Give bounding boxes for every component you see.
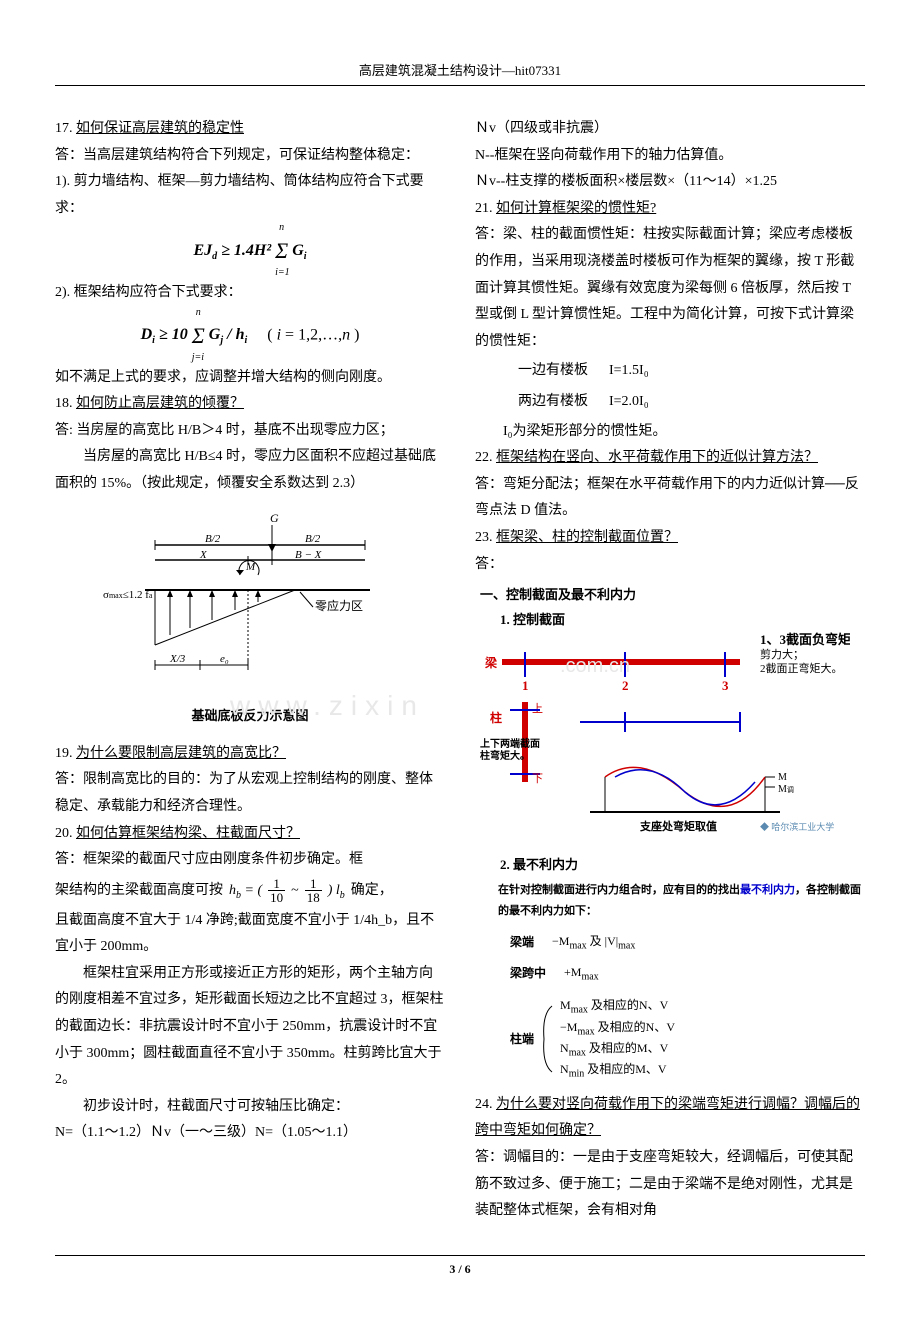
figure-control-sections: 一、控制截面及最不利内力 1. 控制截面 1、3截面负弯矩及 剪力大； 2截面正…	[480, 583, 865, 843]
a17-4: 如不满足上式的要求，应调整并增大结构的侧向刚度。	[55, 365, 445, 392]
a20-9: Ｎv--柱支撑的楼板面积×楼层数×（11～14）×1.25	[475, 169, 865, 196]
footer-rule	[55, 1255, 865, 1256]
svg-text:B/2: B/2	[305, 533, 321, 545]
fig2-heading-2: 1. 控制截面	[500, 608, 865, 633]
a17-2: 1). 剪力墙结构、框架—剪力墙结构、筒体结构应符合下式要求：	[55, 169, 445, 222]
svg-text:e₀: e₀	[220, 653, 229, 665]
fig3-text-b: 最不利内力	[740, 884, 795, 896]
svg-text:柱弯矩大。: 柱弯矩大。	[480, 749, 530, 762]
a20-8: N--框架在竖向荷载作用下的轴力估算值。	[475, 143, 865, 170]
svg-text:支座处弯矩取值: 支座处弯矩取值	[639, 819, 717, 832]
figure-unfavorable-force: 2. 最不利内力 在针对控制截面进行内力组合时，应有目的的找出最不利内力，各控制…	[480, 853, 865, 1082]
svg-text:X/3: X/3	[169, 653, 186, 665]
content-columns: 17. 17. 如何保证高层建筑的稳定性如何保证高层建筑的稳定性 答：当高层建筑…	[55, 116, 865, 1225]
q20: 20. 如何估算框架结构梁、柱截面尺寸？	[55, 821, 445, 848]
svg-text:2: 2	[622, 678, 629, 693]
svg-text:σmax≤1.2 fa: σmax≤1.2 fa	[103, 589, 153, 601]
a22: 答：弯矩分配法；框架在水平荷载作用下的内力近似计算──反弯点法 D 值法。	[475, 472, 865, 525]
a23: 答：	[475, 552, 865, 579]
svg-text:2截面正弯矩大。: 2截面正弯矩大。	[760, 661, 843, 675]
formula-17a: EJd ≥ 1.4H² n Σ i=1 Gi	[55, 230, 445, 272]
left-column: 17. 17. 如何保证高层建筑的稳定性如何保证高层建筑的稳定性 答：当高层建筑…	[55, 116, 445, 1225]
q21: 21. 如何计算框架梁的惯性矩?	[475, 196, 865, 223]
a21-1: 答：梁、柱的截面惯性矩：柱按实际截面计算；梁应考虑楼板的作用，当采用现浇楼盖时楼…	[475, 222, 865, 355]
fig3-column-end-label: 柱端	[510, 1028, 534, 1051]
fig2-heading-1: 一、控制截面及最不利内力	[480, 583, 865, 608]
page-footer: 3 / 6	[55, 1262, 865, 1277]
svg-text:3: 3	[722, 678, 729, 693]
a20-4: 框架柱宜采用正方形或接近正方形的矩形，两个主轴方向的刚度相差不宜过多，矩形截面长…	[55, 961, 445, 1094]
q19: 19. 为什么要限制高层建筑的高宽比？	[55, 741, 445, 768]
q18: 18. 如何防止高层建筑的倾覆？	[55, 391, 445, 418]
svg-text:梁: 梁	[484, 655, 497, 670]
svg-text:M: M	[245, 561, 256, 573]
a24: 答：调幅目的：一是由于支座弯矩较大，经调幅后，可使其配筋不致过多、便于施工；二是…	[475, 1145, 865, 1225]
fig3-c3: Nmax 及相应的M、V	[560, 1039, 675, 1060]
figure-foundation-reaction: G B/2 B/2 X B − X M	[55, 510, 445, 729]
svg-text:下: 下	[532, 773, 543, 785]
svg-text:柱: 柱	[490, 710, 502, 725]
a17-3: 2). 框架结构应符合下式要求：	[55, 280, 445, 307]
svg-text:◆ 哈尔滨工业大学: ◆ 哈尔滨工业大学	[760, 821, 834, 832]
fig3-c4: Nmin 及相应的M、V	[560, 1060, 675, 1081]
fig3-heading: 2. 最不利内力	[500, 853, 865, 878]
header-rule	[55, 85, 865, 86]
a20-5: 初步设计时，柱截面尺寸可按轴压比确定：	[55, 1094, 445, 1121]
a21-2: I₀为梁矩形部分的惯性矩。	[475, 419, 865, 446]
right-column: Ｎv（四级或非抗震） N--框架在竖向荷载作用下的轴力估算值。 Ｎv--柱支撑的…	[475, 116, 865, 1225]
svg-text:剪力大；: 剪力大；	[760, 647, 804, 661]
svg-text:上: 上	[532, 702, 543, 715]
fig3-text-a: 在针对控制截面进行内力组合时，应有目的的找出	[498, 884, 740, 896]
svg-text:B − X: B − X	[295, 549, 323, 561]
a20-2: 架结构的主梁截面高度可按 hb = ( 110 ~ 118 ) lb 确定，	[55, 874, 445, 908]
table-row: 一边有楼板I=1.5I₀	[517, 357, 667, 386]
table-row: 两边有楼板I=2.0I₀	[517, 388, 667, 417]
a20-1: 答：框架梁的截面尺寸应由刚度条件初步确定。框	[55, 847, 445, 874]
svg-text:M: M	[778, 772, 787, 783]
figure-1-caption: 基础底板反力示意图	[55, 704, 445, 729]
svg-text:上下两端截面: 上下两端截面	[480, 737, 540, 750]
svg-text:G: G	[270, 511, 279, 525]
fig3-c2: −Mmax 及相应的N、V	[560, 1018, 675, 1039]
inertia-table: 一边有楼板I=1.5I₀ 两边有楼板I=2.0I₀	[515, 355, 669, 418]
svg-text:X: X	[199, 549, 208, 561]
a18-2: 当房屋的高宽比 H/B≤4 时，零应力区面积不应超过基础底面积的 15%。（按此…	[55, 444, 445, 497]
svg-text:1: 1	[522, 678, 529, 693]
a18-1: 答: 当房屋的高宽比 H/B＞4 时，基底不出现零应力区；	[55, 418, 445, 445]
page-header: 高层建筑混凝土结构设计—hit07331	[55, 60, 865, 79]
q22: 22. 框架结构在竖向、水平荷载作用下的近似计算方法？	[475, 445, 865, 472]
svg-text:M调: M调	[778, 784, 794, 795]
a20-6: N=（1.1～1.2）Ｎv（一～三级）N=（1.05～1.1）	[55, 1120, 445, 1147]
q17: 17. 17. 如何保证高层建筑的稳定性如何保证高层建筑的稳定性	[55, 116, 445, 143]
a20-3: 且截面高度不宜大于 1/4 净跨;截面宽度不宜小于 1/4h_b，且不宜小于 2…	[55, 908, 445, 961]
fig3-beam-mid-label: 梁跨中	[510, 962, 546, 985]
formula-17b: Di ≥ 10 n Σ j=i Gj / hi ( i = 1,2,…,n )	[55, 315, 445, 357]
fig3-beam-end-label: 梁端	[510, 931, 534, 954]
a17-1: 答：当高层建筑结构符合下列规定，可保证结构整体稳定：	[55, 143, 445, 170]
q23: 23. 框架梁、柱的控制截面位置？	[475, 525, 865, 552]
a20-7: Ｎv（四级或非抗震）	[475, 116, 865, 143]
q24: 24. 为什么要对竖向荷载作用下的梁端弯矩进行调幅？调幅后的跨中弯矩如何确定？	[475, 1092, 865, 1145]
svg-text:零应力区: 零应力区	[315, 598, 363, 613]
fig2-note1a: 1、3截面负弯矩及	[760, 632, 850, 647]
svg-text:B/2: B/2	[205, 533, 221, 545]
a19: 答：限制高宽比的目的：为了从宏观上控制结构的刚度、整体稳定、承载能力和经济合理性…	[55, 767, 445, 820]
fig3-c1: Mmax 及相应的N、V	[560, 996, 675, 1017]
